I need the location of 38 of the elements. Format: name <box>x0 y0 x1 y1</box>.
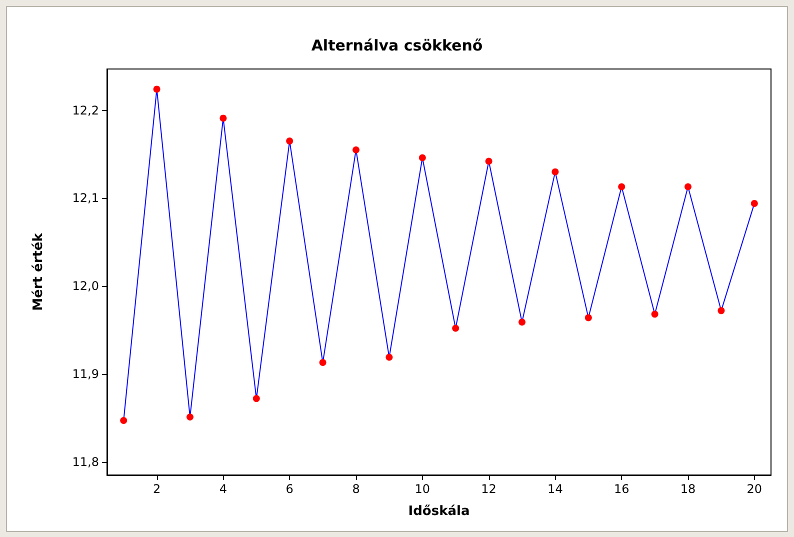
x-tick-label: 4 <box>219 482 228 496</box>
y-tick-label: 12,1 <box>72 191 99 206</box>
point <box>485 158 492 165</box>
point <box>252 395 260 402</box>
point <box>352 146 360 154</box>
x-tick-label: 2 <box>152 482 161 496</box>
point <box>651 310 658 318</box>
point <box>684 183 692 190</box>
point <box>120 417 128 424</box>
point <box>319 359 326 366</box>
x-axis-title: Időskála <box>408 504 470 519</box>
point <box>718 307 725 314</box>
x-tick-label: 6 <box>286 482 294 496</box>
point <box>418 154 426 162</box>
y-axis-title: Mért érték <box>31 232 46 311</box>
y-tick-label: 11,9 <box>72 366 99 381</box>
chart-title: Alternálva csökkenő <box>311 36 483 54</box>
point <box>552 168 559 176</box>
point <box>584 314 592 322</box>
x-tick-label: 12 <box>481 482 496 496</box>
y-tick-label: 11,8 <box>72 454 99 469</box>
point <box>750 200 758 207</box>
point <box>186 414 194 420</box>
x-tick-label: 14 <box>548 482 563 496</box>
point <box>220 114 227 122</box>
x-tick-label: 16 <box>614 482 630 496</box>
point <box>618 183 626 190</box>
point <box>452 324 460 332</box>
point <box>286 138 294 145</box>
y-tick-label: 12,0 <box>72 279 99 294</box>
y-tick-label: 12,2 <box>72 103 99 118</box>
x-tick-label: 20 <box>746 482 762 496</box>
point <box>518 318 526 326</box>
point <box>153 86 160 93</box>
point <box>386 354 393 361</box>
x-tick-label: 8 <box>352 482 360 496</box>
x-tick-label: 10 <box>414 482 430 496</box>
x-tick-label: 18 <box>680 482 696 496</box>
